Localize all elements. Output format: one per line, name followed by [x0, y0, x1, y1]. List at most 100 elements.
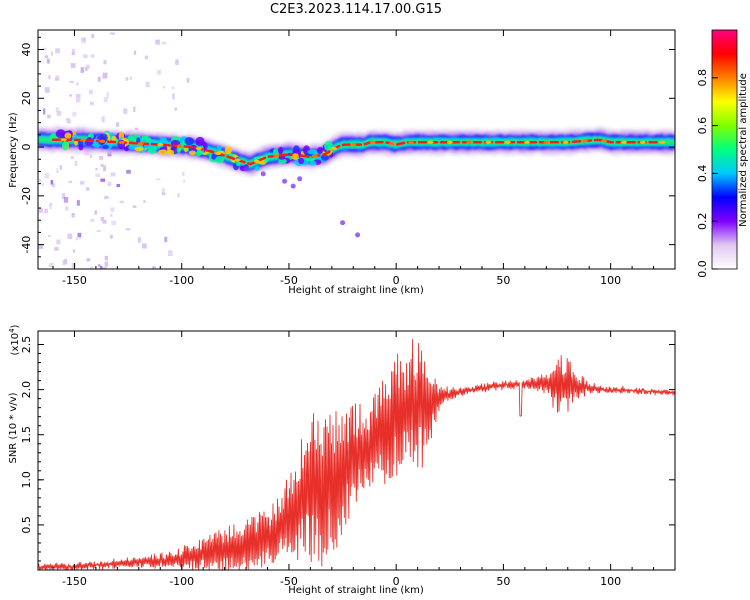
- noise-speck: [56, 111, 62, 116]
- stray-dot: [260, 171, 266, 177]
- noise-speck: [44, 172, 50, 179]
- noise-speck: [175, 59, 179, 66]
- noise-speck: [78, 236, 81, 239]
- noise-speck: [145, 81, 150, 88]
- noise-speck: [54, 247, 59, 251]
- snr-series-line: [38, 339, 675, 570]
- noise-speck: [44, 87, 50, 93]
- noise-speck: [76, 200, 80, 206]
- snr-frame: [37, 330, 676, 571]
- noise-speck: [41, 183, 45, 186]
- y-tick-label: 0.5: [20, 516, 33, 534]
- noise-speck: [102, 72, 108, 79]
- colorbar-tick-label: 0.0: [696, 260, 709, 278]
- noise-speck: [111, 220, 116, 226]
- ridge-hot-spot: [253, 159, 260, 163]
- x-tick-label: -100: [169, 575, 194, 588]
- noise-speck: [103, 60, 107, 65]
- ridge-blob: [278, 158, 287, 164]
- noise-speck: [172, 93, 175, 100]
- noise-speck: [90, 219, 95, 222]
- noise-speck: [156, 178, 161, 181]
- x-tick-label: -50: [280, 575, 298, 588]
- noise-speck: [71, 213, 75, 218]
- ridge-blob: [235, 160, 241, 167]
- noise-speck: [106, 91, 109, 98]
- noise-speck: [38, 208, 43, 213]
- noise-speck: [97, 76, 101, 82]
- ridge-blob: [62, 141, 69, 151]
- noise-speck: [68, 180, 72, 183]
- noise-speck: [62, 259, 66, 265]
- ridge-blob: [211, 153, 216, 160]
- noise-speck: [56, 239, 61, 245]
- colorbar-tick-label: 0.2: [696, 212, 709, 230]
- y-tick-label: 1.0: [20, 471, 33, 489]
- noise-speck: [157, 69, 161, 75]
- ridge-hot-spot: [524, 140, 530, 144]
- ridge-core-line: [51, 138, 664, 166]
- ridge-blob: [111, 135, 117, 142]
- colorbar-tick-label: 0.4: [696, 165, 709, 183]
- noise-speck: [137, 237, 141, 243]
- spectrogram-axes: -150 -100 -50 0 50 100 -40 -20 0 20 40: [20, 30, 676, 287]
- noise-speck: [43, 47, 47, 50]
- y-tick-label: 0: [20, 144, 33, 151]
- ridge-hot-spot: [350, 143, 357, 147]
- ridge-blob: [324, 140, 333, 151]
- spectrogram-ylabel: Frequency (Hz): [8, 112, 19, 188]
- noise-speck: [103, 97, 108, 103]
- noise-speck: [44, 55, 48, 59]
- noise-speck: [89, 154, 92, 158]
- noise-speck: [177, 193, 180, 198]
- ridge-hot-spot: [234, 158, 241, 162]
- ridge-hot-spot: [137, 141, 144, 146]
- snr-axes: -150 -100 -50 0 50 100 0.5 1.0 1.5 2.0 2.5: [20, 331, 676, 588]
- x-tick-label: 0: [393, 575, 400, 588]
- noise-speck: [66, 118, 71, 124]
- noise-speck: [42, 108, 46, 115]
- colorbar-label: Normalized spectral amplitude: [738, 73, 749, 227]
- x-tick-label: 50: [496, 274, 510, 287]
- snr-panel: -150 -100 -50 0 50 100 0.5 1.0 1.5 2.0 2.5 Height …: [8, 324, 676, 596]
- noise-speck: [55, 107, 60, 113]
- ridge-hot-spot: [601, 139, 608, 143]
- noise-speck: [86, 258, 91, 262]
- ridge-hot-spot: [176, 144, 183, 148]
- noise-speck: [115, 122, 120, 127]
- snr-xlabel: Height of straight line (km): [288, 585, 424, 596]
- noise-speck: [50, 51, 53, 56]
- noise-speck: [50, 180, 53, 185]
- noise-speck: [132, 205, 137, 208]
- ridge-blob: [127, 135, 135, 141]
- ridge-hot-spot: [427, 140, 434, 144]
- noise-speck: [161, 41, 167, 45]
- noise-speck: [171, 86, 175, 90]
- ridge-hot-spot: [80, 138, 86, 142]
- y-tick-label: -20: [20, 187, 33, 205]
- y-tick-label: -40: [20, 236, 33, 254]
- ridge-hot-spot: [466, 140, 473, 144]
- ridge-hot-spot: [195, 146, 202, 151]
- snr-scale-exponent: 4: [8, 328, 16, 333]
- ridge-blob: [184, 146, 188, 153]
- noise-speck: [82, 54, 88, 58]
- noise-speck: [55, 48, 60, 54]
- noise-speck: [110, 207, 115, 212]
- ridge-hot-spot: [543, 140, 550, 144]
- ridge-blob: [78, 144, 84, 151]
- stray-dot: [340, 220, 346, 226]
- noise-speck: [96, 229, 101, 232]
- noise-speck: [38, 244, 44, 249]
- noise-speck: [104, 195, 109, 200]
- noise-speck: [65, 206, 69, 211]
- noise-speck: [54, 78, 60, 81]
- noise-speck: [64, 258, 68, 265]
- noise-speck: [67, 233, 73, 239]
- noise-speck: [91, 34, 95, 39]
- noise-speck: [38, 179, 42, 183]
- noise-speck: [152, 266, 156, 269]
- ridge-blob: [167, 149, 175, 156]
- ridge-blob: [184, 137, 194, 146]
- noise-speck: [85, 66, 88, 72]
